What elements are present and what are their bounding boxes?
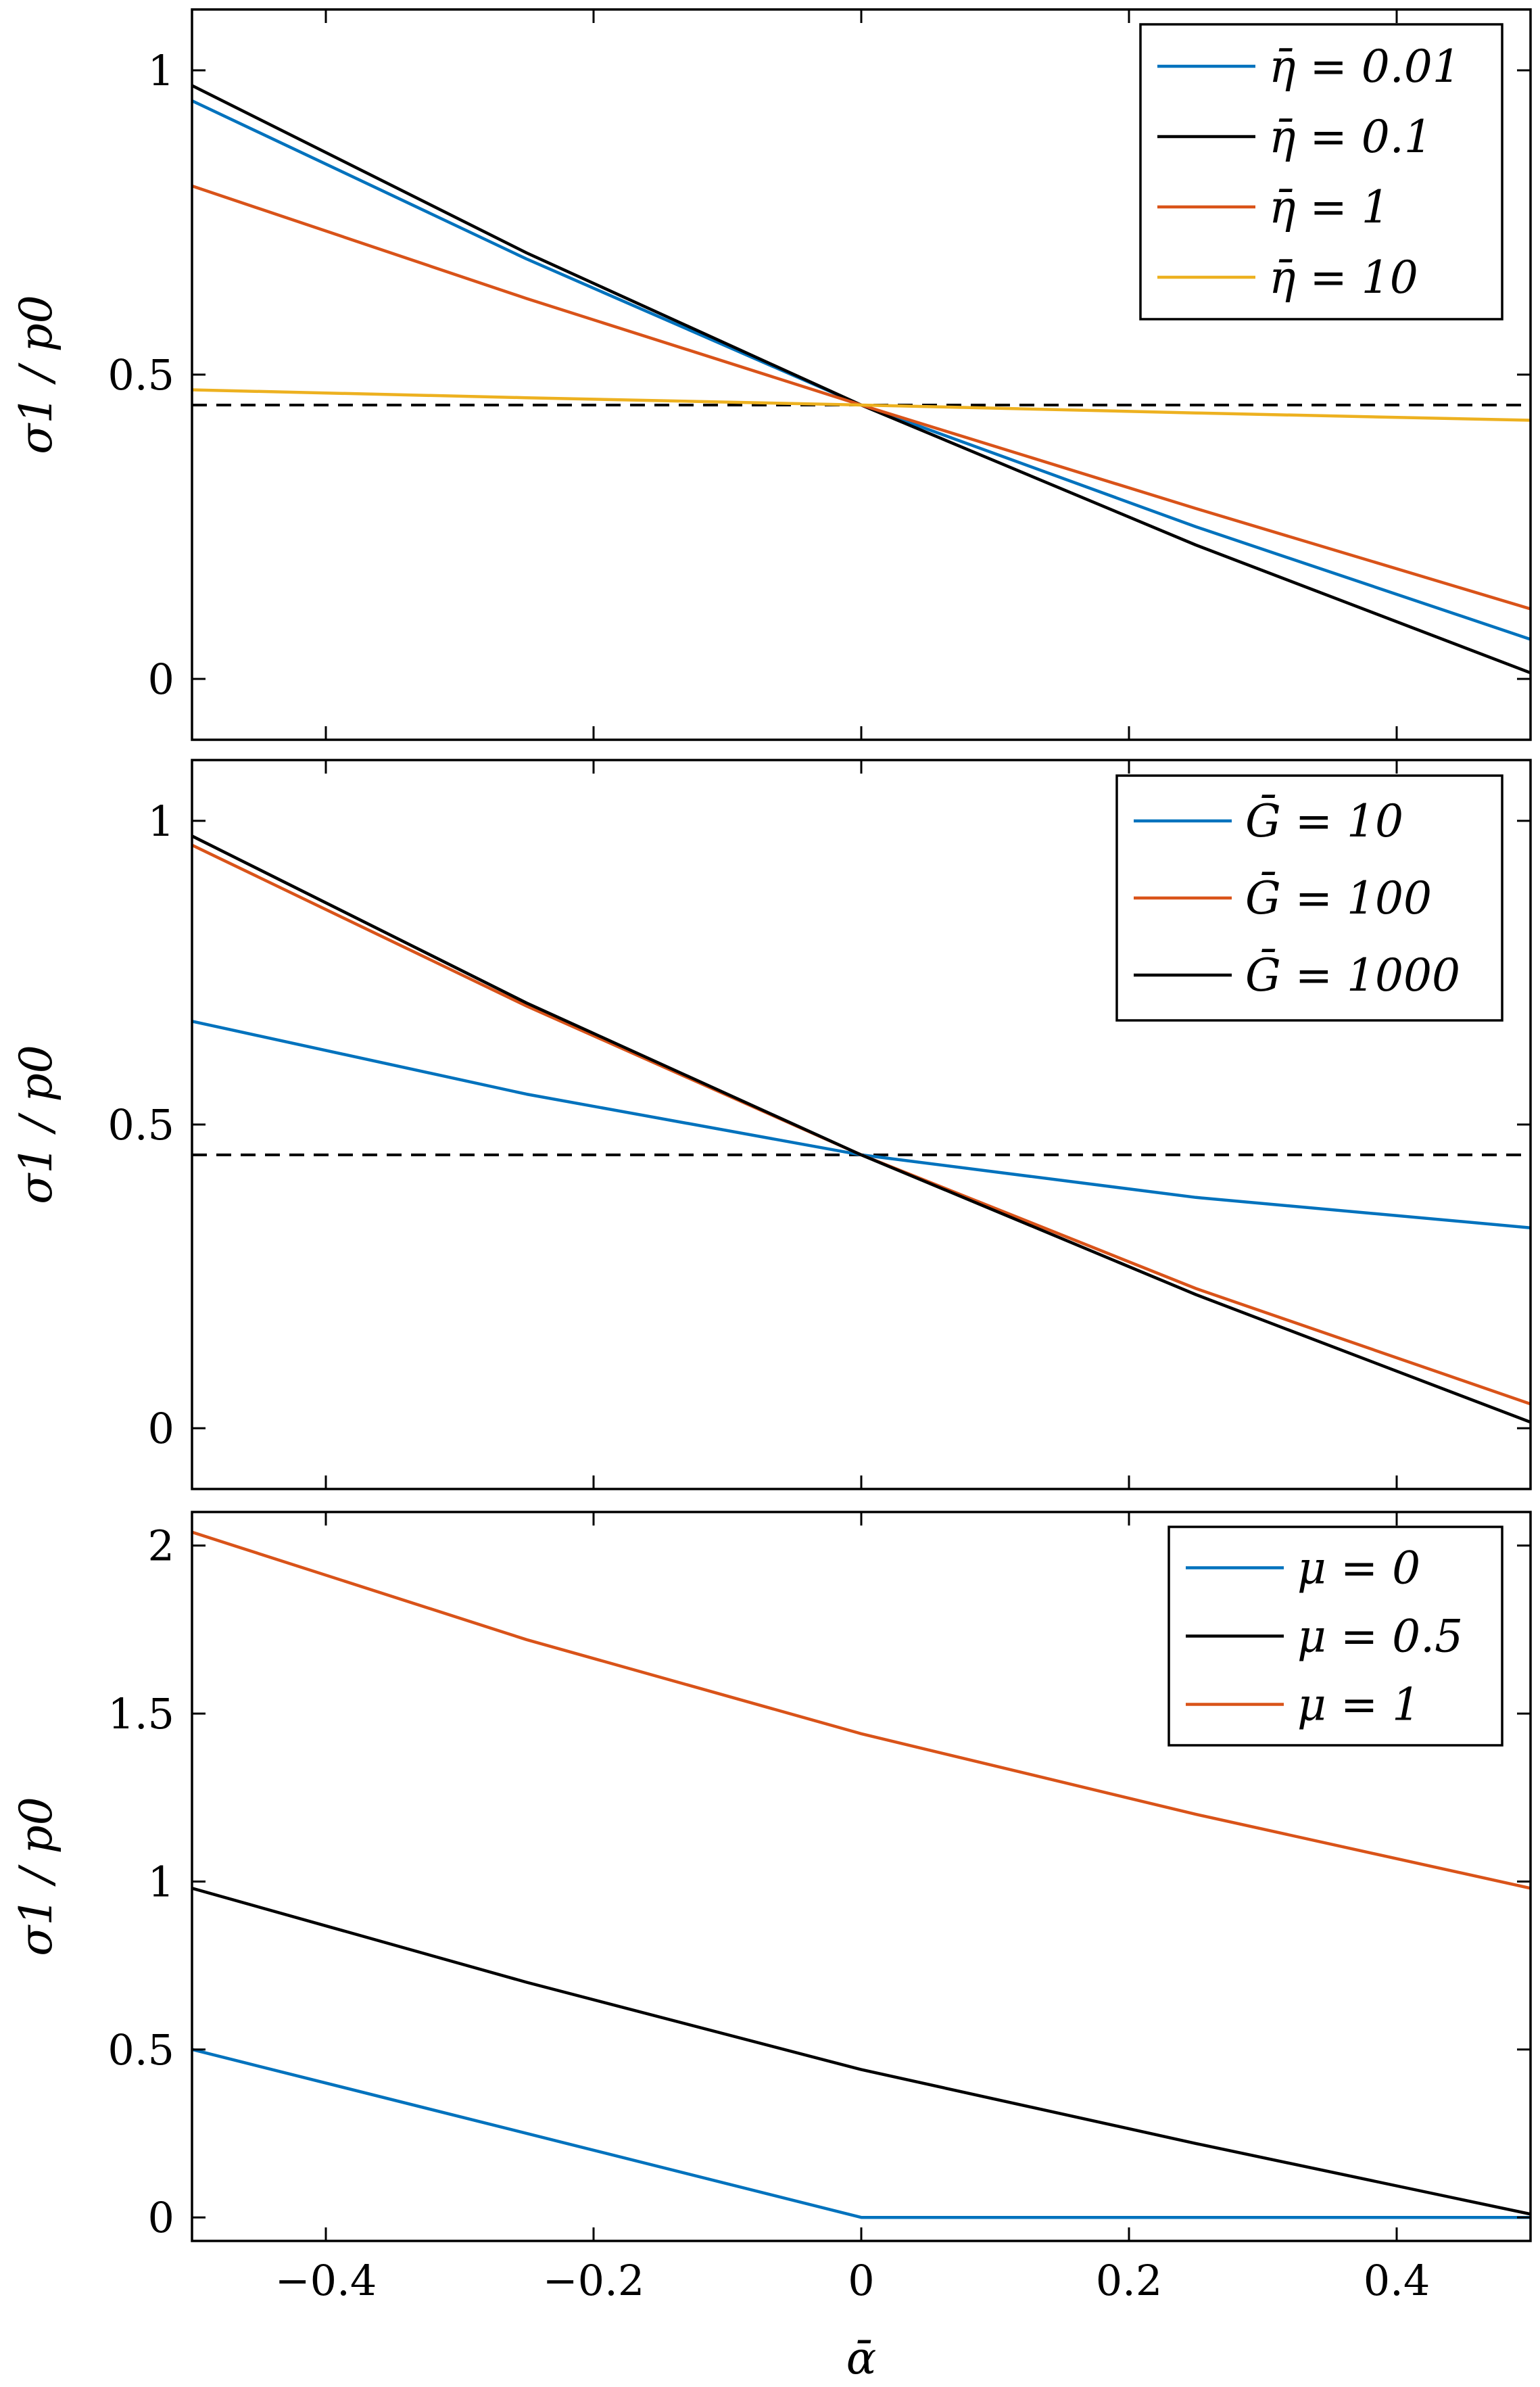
legend-label: η̄ = 0.1 (1269, 111, 1433, 163)
legend-label: Ḡ = 10 (1245, 795, 1403, 847)
legend: Ḡ = 10 Ḡ = 100 Ḡ = 1000 (1115, 774, 1503, 1022)
panel-2: 0 0.5 1 σ1 / p0 Ḡ = 10 Ḡ = 100 Ḡ = 1000 (10, 759, 1532, 1490)
x-tick-label: 0.2 (1096, 2256, 1163, 2305)
y-axis-label: σ1 / p0 (10, 1797, 62, 1956)
legend: μ = 0 μ = 0.5 μ = 1 (1168, 1526, 1503, 1747)
x-tick-label: −0.4 (275, 2256, 377, 2305)
legend-box (1139, 23, 1503, 321)
y-tick-label: 2 (148, 1521, 174, 1571)
series-line-1 (192, 2048, 1531, 2219)
x-axis-label: ᾱ (846, 2332, 877, 2384)
legend-label: η̄ = 10 (1269, 252, 1418, 304)
y-tick-label: 1.5 (107, 1689, 174, 1739)
legend-label: μ = 1 (1297, 1679, 1420, 1731)
y-axis-label: σ1 / p0 (10, 295, 62, 454)
x-tick-label: 0.4 (1364, 2256, 1430, 2305)
x-tick-label: 0 (848, 2256, 874, 2305)
legend-label: η̄ = 1 (1269, 181, 1390, 233)
series-line-4 (192, 388, 1531, 422)
y-tick-label: 0 (148, 2193, 174, 2242)
y-tick-label: 0.5 (107, 1100, 174, 1150)
y-tick-label: 0.5 (107, 350, 174, 400)
legend-label: μ = 0 (1297, 1542, 1420, 1594)
legend-label: μ = 0.5 (1297, 1611, 1463, 1663)
series-line-3 (192, 1530, 1531, 1890)
y-tick-label: 0 (148, 655, 174, 704)
y-tick-label: 1 (148, 46, 174, 95)
y-axis-label: σ1 / p0 (10, 1045, 62, 1204)
y-tick-label: 0 (148, 1404, 174, 1453)
series-line-1 (192, 1020, 1531, 1229)
series-line-2 (192, 1887, 1531, 2216)
legend-label: Ḡ = 1000 (1245, 949, 1460, 1001)
y-tick-label: 0.5 (107, 2025, 174, 2075)
y-tick-label: 1 (148, 1857, 174, 1906)
legend-label: η̄ = 0.01 (1269, 41, 1461, 93)
x-tick-label: −0.2 (543, 2256, 645, 2305)
legend-label: Ḡ = 100 (1245, 872, 1432, 924)
legend: η̄ = 0.01 η̄ = 0.1 η̄ = 1 η̄ = 10 (1139, 23, 1503, 321)
series-line-3 (192, 834, 1531, 1424)
y-tick-label: 1 (148, 797, 174, 846)
